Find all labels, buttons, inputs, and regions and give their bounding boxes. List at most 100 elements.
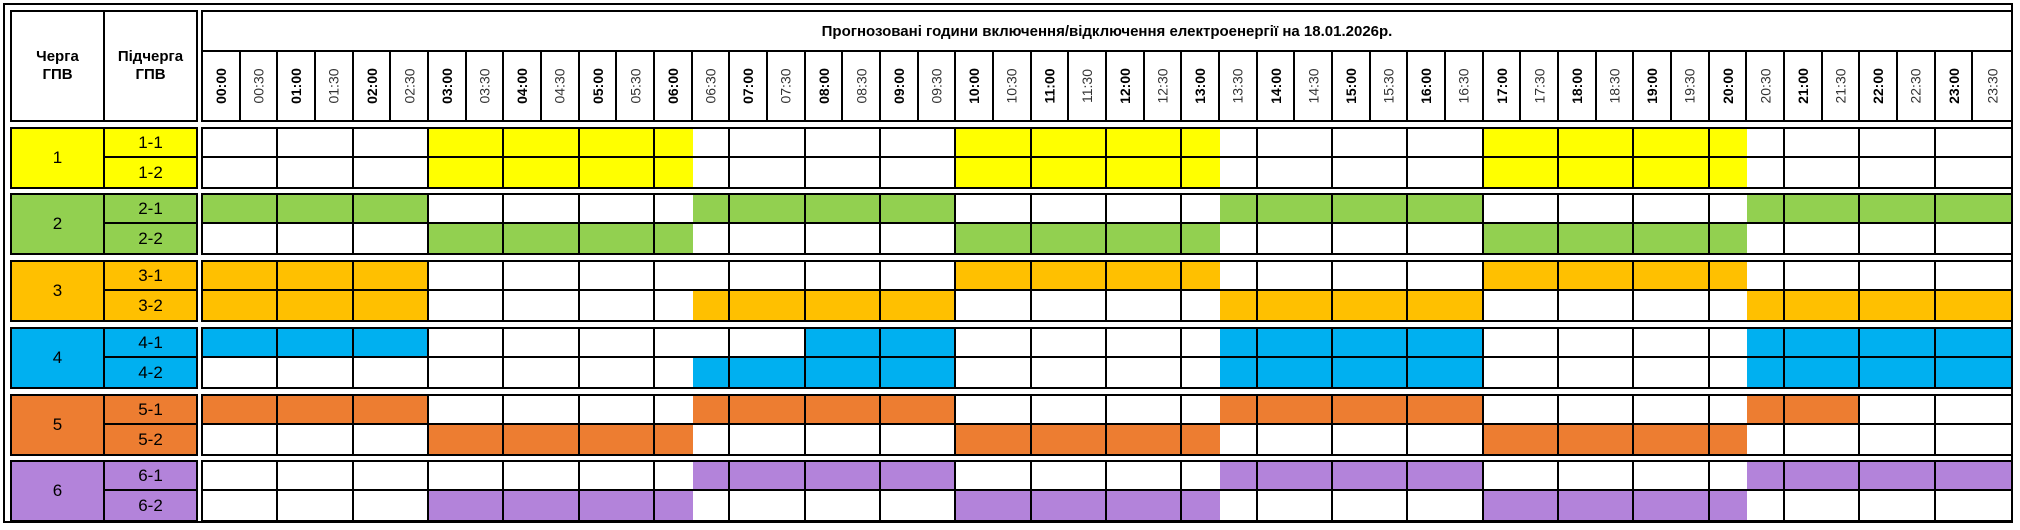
power-slot xyxy=(391,158,429,187)
time-header: Прогнозовані години включення/відключенн… xyxy=(201,10,2013,122)
power-slot xyxy=(542,195,580,224)
outage-slot xyxy=(881,329,919,358)
outage-slot xyxy=(1483,224,1522,253)
outage-slot xyxy=(768,291,806,320)
outage-slot xyxy=(1333,329,1371,358)
power-slot xyxy=(881,158,919,187)
outage-slot xyxy=(655,158,693,187)
outage-slot xyxy=(1446,396,1484,425)
outage-slot xyxy=(1295,329,1333,358)
power-slot xyxy=(655,396,693,425)
queue-cell: 6 xyxy=(10,460,105,522)
queue-header: Черга ГПВ xyxy=(10,10,105,122)
outage-slot xyxy=(466,425,505,454)
outage-slot xyxy=(1182,425,1220,454)
outage-slot xyxy=(730,462,768,491)
schedule-grid xyxy=(201,193,2013,255)
power-slot xyxy=(994,358,1032,387)
power-slot xyxy=(805,425,844,454)
power-slot xyxy=(1370,262,1409,291)
outage-slot xyxy=(1785,462,1823,491)
outage-slot xyxy=(278,396,316,425)
subqueue-cells: 1-1 1-2 xyxy=(103,127,198,189)
outage-slot xyxy=(542,425,580,454)
time-slot-label: 16:00 xyxy=(1418,68,1435,104)
subqueue-cells: 2-1 2-2 xyxy=(103,193,198,255)
power-slot xyxy=(1672,195,1710,224)
outage-slot xyxy=(1596,425,1635,454)
time-slot-header: 13:00 xyxy=(1182,52,1220,120)
power-slot xyxy=(542,462,580,491)
power-slot xyxy=(1031,195,1070,224)
time-slot-header: 21:00 xyxy=(1785,52,1823,120)
power-slot xyxy=(1031,462,1070,491)
power-slot xyxy=(1559,462,1597,491)
outage-slot xyxy=(504,129,542,158)
outage-slot xyxy=(1446,195,1484,224)
outage-slot xyxy=(1107,425,1145,454)
outage-slot xyxy=(1973,329,2011,358)
power-slot xyxy=(655,195,693,224)
power-slot xyxy=(542,358,580,387)
power-slot xyxy=(1935,158,1974,187)
outage-slot xyxy=(1521,224,1559,253)
power-slot xyxy=(1747,425,1785,454)
time-slot-header: 01:00 xyxy=(278,52,316,120)
time-slot-label: 13:00 xyxy=(1192,68,1209,104)
queue-cell: 4 xyxy=(10,327,105,389)
power-slot xyxy=(1257,224,1296,253)
queue-label: 3 xyxy=(52,281,63,300)
time-slot-header: 17:30 xyxy=(1521,52,1559,120)
outage-slot xyxy=(1860,462,1898,491)
power-slot xyxy=(429,462,467,491)
outage-slot xyxy=(353,195,392,224)
outage-slot xyxy=(466,129,505,158)
time-slot-header: 05:00 xyxy=(580,52,618,120)
power-slot xyxy=(240,129,279,158)
outage-slot xyxy=(1446,462,1484,491)
power-slot xyxy=(542,396,580,425)
power-slot xyxy=(1295,129,1333,158)
time-slot-header: 03:00 xyxy=(429,52,467,120)
power-slot xyxy=(655,462,693,491)
power-slot xyxy=(1370,491,1409,520)
time-slot-label: 06:30 xyxy=(702,68,719,104)
queue-label: 1 xyxy=(52,148,63,167)
power-slot xyxy=(1521,195,1559,224)
power-slot xyxy=(1144,396,1183,425)
power-slot xyxy=(1220,262,1258,291)
outage-slot xyxy=(1031,224,1070,253)
power-slot xyxy=(881,425,919,454)
power-slot xyxy=(278,358,316,387)
outage-slot xyxy=(1483,129,1522,158)
outage-slot xyxy=(1822,462,1861,491)
power-slot xyxy=(1935,129,1974,158)
time-slot-label: 17:00 xyxy=(1493,68,1510,104)
power-slot xyxy=(278,129,316,158)
outage-slot xyxy=(353,291,392,320)
power-slot xyxy=(730,224,768,253)
outage-slot xyxy=(1785,329,1823,358)
outage-slot xyxy=(1483,158,1522,187)
outage-slot xyxy=(843,358,881,387)
power-slot xyxy=(1822,129,1861,158)
power-slot xyxy=(1483,329,1522,358)
time-slot-label: 10:00 xyxy=(966,68,983,104)
power-slot xyxy=(1634,396,1672,425)
power-slot xyxy=(429,358,467,387)
power-slot xyxy=(1446,262,1484,291)
outage-slot xyxy=(316,329,354,358)
power-slot xyxy=(391,224,429,253)
subqueue-label: 1-2 xyxy=(138,162,163,182)
power-slot xyxy=(1634,462,1672,491)
outage-slot xyxy=(1257,462,1296,491)
outage-slot xyxy=(1144,491,1183,520)
time-slot-label: 08:30 xyxy=(853,68,870,104)
time-slot-label: 07:30 xyxy=(777,68,794,104)
outage-slot xyxy=(1069,491,1107,520)
outage-slot xyxy=(1634,491,1672,520)
power-slot xyxy=(768,224,806,253)
outage-slot xyxy=(1370,358,1409,387)
power-slot xyxy=(1257,158,1296,187)
time-slot-header: 07:30 xyxy=(768,52,806,120)
